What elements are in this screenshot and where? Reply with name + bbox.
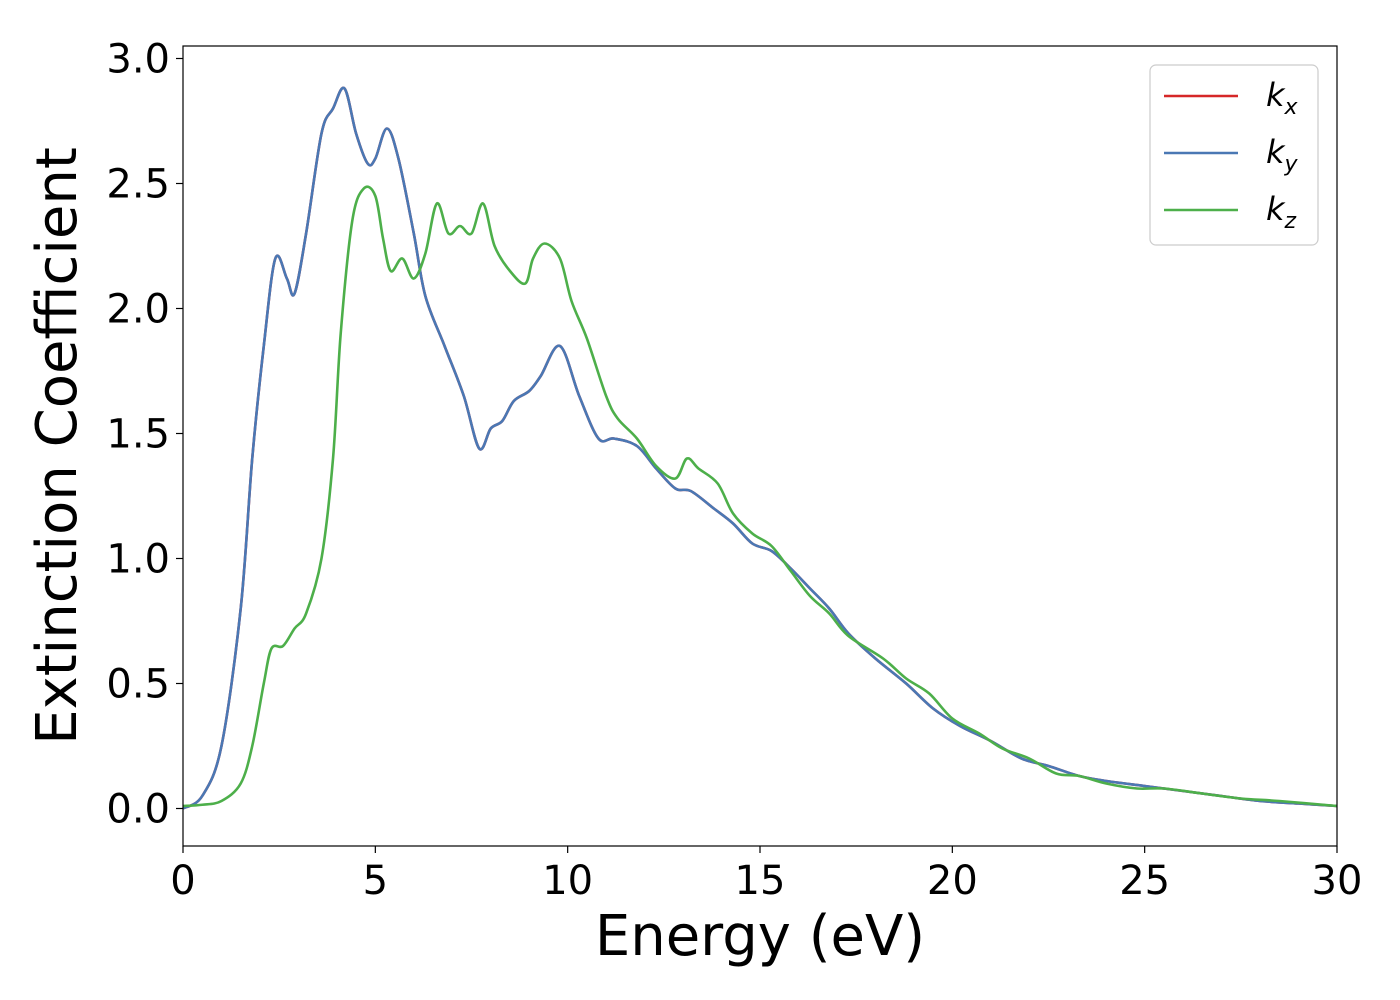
y-tick-label: 1.5 xyxy=(106,412,170,458)
x-tick-label: 30 xyxy=(1312,858,1363,904)
series-lines xyxy=(182,86,1338,810)
x-axis-ticks: 0 5 10 15 20 25 30 xyxy=(170,846,1362,904)
x-tick-label: 10 xyxy=(542,858,593,904)
x-tick-label: 0 xyxy=(170,858,195,904)
y-tick-label: 0.0 xyxy=(106,787,170,833)
plot-area xyxy=(183,46,1337,846)
y-tick-label: 3.0 xyxy=(106,37,170,83)
y-axis-ticks: 0.0 0.5 1.0 1.5 2.0 2.5 3.0 xyxy=(106,37,183,833)
y-tick-label: 1.0 xyxy=(106,537,170,583)
y-tick-label: 2.0 xyxy=(106,287,170,333)
x-axis-title: Energy (eV) xyxy=(595,904,925,969)
x-tick-label: 25 xyxy=(1119,858,1170,904)
x-tick-label: 20 xyxy=(927,858,978,904)
x-tick-label: 5 xyxy=(363,858,388,904)
x-tick-label: 15 xyxy=(735,858,786,904)
y-axis-title: Extinction Coefficient xyxy=(25,147,90,745)
series-line-kz xyxy=(182,185,1338,808)
y-tick-label: 0.5 xyxy=(106,662,170,708)
y-tick-label: 2.5 xyxy=(106,162,170,208)
legend-box xyxy=(1149,64,1319,246)
